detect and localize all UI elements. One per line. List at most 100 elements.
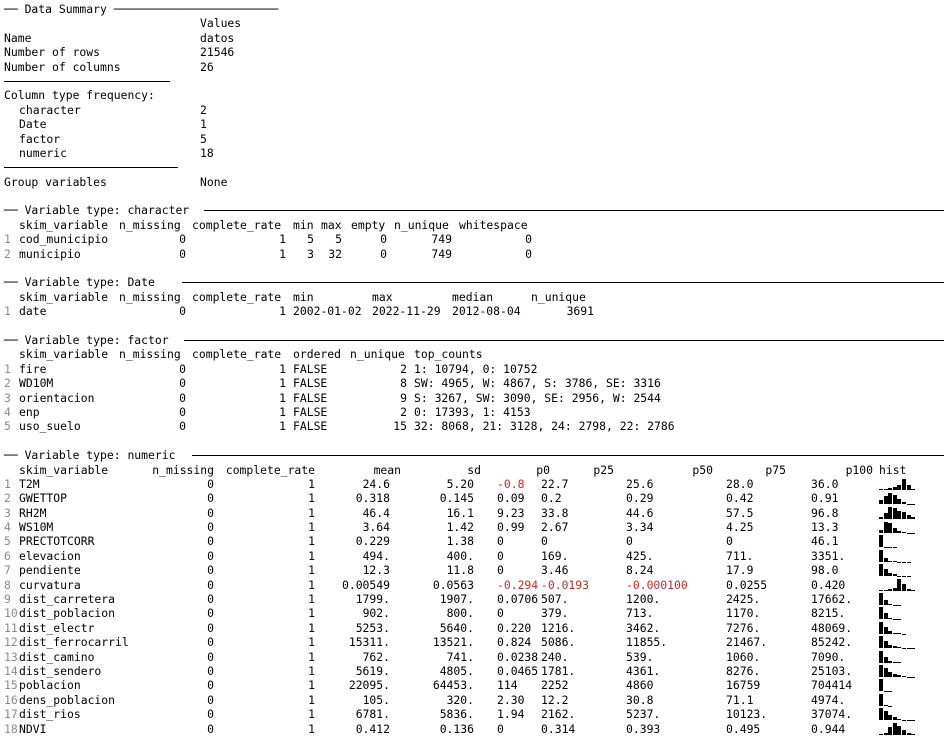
cell-value: 17.9 [726, 563, 754, 578]
cell-value: 5237. [626, 707, 661, 722]
table-row: 11 dist_electr 0 1 5253. 5640. 0.220 1216. 3462.… [4, 621, 944, 635]
cell-value: fire [19, 361, 47, 376]
histogram-sparkline [879, 708, 919, 721]
column-header: mean [373, 462, 401, 477]
cell-value: 2.67 [541, 520, 569, 535]
column-header: complete_rate [192, 217, 282, 232]
cell-value: 539. [626, 649, 654, 664]
hist-bar [902, 647, 906, 649]
cell-value: 4.25 [726, 520, 754, 535]
column-header: ordered [293, 347, 342, 362]
row-index: 9 [4, 592, 11, 607]
summary-value: 26 [200, 59, 214, 74]
cell-value: 64453. [432, 678, 474, 693]
cell-value: 0.420 [811, 577, 846, 592]
cell-value: 12.3 [362, 563, 390, 578]
column-header: p50 [692, 462, 713, 477]
group-label: Group variables [4, 174, 107, 189]
cell-value: 32: 8068, 21: 3128, 24: 2798, 22: 2786 [414, 419, 675, 434]
coltype-count: 18 [200, 145, 214, 160]
cell-value: 1 [308, 692, 315, 707]
summary-value: 21546 [200, 45, 235, 60]
column-header: n_missing [119, 217, 181, 232]
cell-value: curvatura [19, 577, 81, 592]
hist-bar [879, 535, 883, 548]
cell-value: 2 [400, 361, 407, 376]
table-row: 17 dist_rios 0 1 6781. 5836. 1.94 2162. 5237. 101… [4, 707, 944, 721]
cell-value: 0 [207, 692, 214, 707]
hist-bar [888, 492, 893, 505]
section-title: ── Data Summary ──────────────────────── [4, 2, 279, 16]
cell-value: 57.5 [726, 505, 754, 520]
column-header: median [452, 289, 494, 304]
table-row: 10 dist_poblacion 0 1 902. 800. 0 379. 713. 1170.… [4, 606, 944, 620]
hist-bar [911, 516, 916, 519]
hist-bar [892, 528, 897, 534]
cell-value: 0.91 [811, 491, 839, 506]
table-row: 2 WD10M 0 1 FALSE 8 SW: 4965, W: 4867, S: 3786… [4, 376, 944, 390]
hist-bar [879, 708, 883, 721]
cell-value: 4860 [626, 678, 654, 693]
histogram-sparkline [879, 621, 919, 634]
table-row: 3 orientacion 0 1 FALSE 9 S: 3267, SW: 3090, S… [4, 391, 944, 405]
column-header: n_missing [119, 347, 181, 362]
cell-value: 1 [279, 361, 286, 376]
cell-value: 5 [307, 232, 314, 247]
cell-value: 1 [308, 476, 315, 491]
cell-value: 105. [362, 692, 390, 707]
coltype-heading: Column type frequency: [4, 88, 944, 102]
table-row: 12 dist_ferrocarril 0 1 15311. 13521. 0.824 508… [4, 635, 944, 649]
cell-value: 1 [308, 635, 315, 650]
cell-value: 1 [279, 376, 286, 391]
cell-value: 13521. [432, 635, 474, 650]
cell-value: 85242. [811, 635, 853, 650]
row-index: 11 [4, 620, 18, 635]
cell-value: 0.42 [726, 491, 754, 506]
hist-bar [888, 572, 893, 577]
table-row: 6 elevacion 0 1 494. 400. 0 169. 425. 711. 3351. [4, 549, 944, 563]
cell-value: 3351. [811, 548, 846, 563]
hist-bar [892, 662, 897, 663]
cell-value: 0.412 [355, 721, 390, 736]
cell-value: 0.314 [541, 721, 576, 736]
column-header: p100 [845, 462, 873, 477]
hist-bar [883, 641, 888, 649]
cell-value: FALSE [293, 419, 328, 434]
cell-value: 4974. [811, 692, 846, 707]
cell-value: 0 [179, 419, 186, 434]
cell-value: 46.1 [811, 534, 839, 549]
cell-value: 4361. [626, 663, 661, 678]
cell-value: -0.000100 [626, 577, 688, 592]
hist-bar [892, 618, 897, 620]
histogram-sparkline [879, 679, 919, 692]
cell-value: 30.8 [626, 692, 654, 707]
hist-bar [888, 560, 893, 562]
row-index: 2 [4, 246, 11, 261]
hist-bar [897, 675, 902, 677]
hist-bar [892, 723, 897, 735]
group-value: None [200, 174, 228, 189]
cell-value: 1200. [626, 592, 661, 607]
cell-value: 71.1 [726, 692, 754, 707]
coltype-label: Column type frequency: [4, 88, 155, 103]
hist-bar [879, 607, 883, 620]
divider [4, 80, 170, 82]
section-title: ── Variable type: numeric [4, 448, 176, 463]
cell-value: 400. [446, 548, 474, 563]
table-row: 1 fire 0 1 FALSE 2 1: 10794, 0: 10752 [4, 362, 944, 376]
table-row: 18 NDVI 0 1 0.412 0.136 0 0.314 0.393 0.495 0.944 [4, 722, 944, 736]
hist-bar [883, 612, 888, 620]
cell-value: dist_electr [19, 620, 95, 635]
cell-value: dist_poblacion [19, 606, 116, 621]
table-row: 5 PRECTOTCORR 0 1 0.229 1.38 0 0 0 0 46.1 [4, 534, 944, 548]
cell-value: 0 [179, 376, 186, 391]
histogram-sparkline [879, 693, 919, 706]
cell-value: 0 [179, 246, 186, 261]
hist-bar [883, 513, 888, 519]
divider [184, 339, 944, 341]
row-index: 5 [4, 419, 11, 434]
cell-value: 0.229 [355, 534, 390, 549]
cell-value: dist_sendero [19, 663, 102, 678]
column-header: p0 [536, 462, 550, 477]
cell-value: 28.0 [726, 476, 754, 491]
